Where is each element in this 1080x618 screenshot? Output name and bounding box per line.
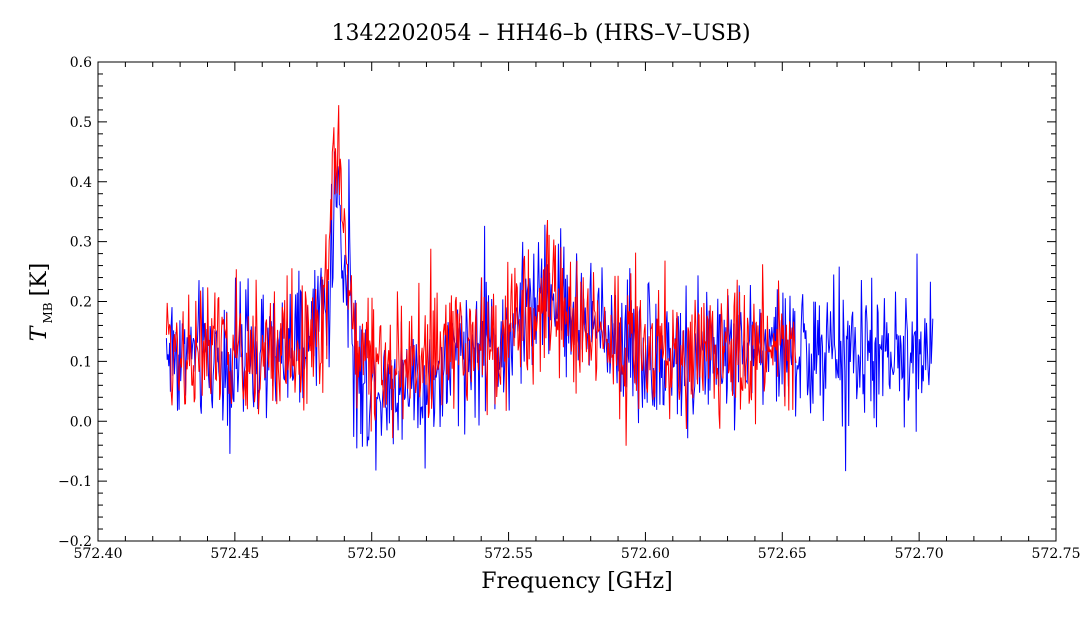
y-axis-label-sub: MB: [41, 302, 55, 323]
y-tick-label: −0.1: [58, 474, 92, 490]
y-tick-labels: −0.2 −0.1 0.0 0.1 0.2 0.3 0.4 0.5 0.6: [58, 55, 92, 550]
svg-text:TMB[K]: TMB [K]: [27, 263, 55, 341]
x-tick-label: 572.65: [758, 546, 807, 562]
y-tick-label: 0.3: [70, 235, 92, 251]
x-axis-label: Frequency [GHz]: [481, 569, 673, 594]
y-tick-label: 0.0: [70, 414, 92, 430]
y-tick-label: 0.6: [70, 55, 92, 71]
x-tick-label: 572.60: [621, 546, 670, 562]
x-tick-labels: 572.40 572.45 572.50 572.55 572.60 572.65 572.…: [74, 546, 1080, 562]
chart-title: 1342202054 – HH46–b (HRS–V–USB): [331, 21, 750, 46]
x-tick-label: 572.55: [484, 546, 533, 562]
y-axis-label: TMB [K]: [27, 263, 55, 341]
x-tick-label: 572.40: [74, 546, 123, 562]
y-axis-label-unit: [K]: [27, 263, 52, 297]
x-tick-label: 572.50: [347, 546, 396, 562]
y-tick-label: −0.2: [58, 534, 92, 550]
y-axis-label-main: T: [27, 324, 52, 341]
x-tick-label: 572.70: [895, 546, 944, 562]
y-tick-label: 0.5: [70, 115, 92, 131]
x-tick-label: 572.45: [210, 546, 259, 562]
series-layer: [165, 105, 934, 472]
ticks-layer: [97, 61, 1057, 542]
x-tick-label: 572.75: [1032, 546, 1080, 562]
y-tick-label: 0.4: [70, 175, 92, 191]
y-tick-label: 0.1: [70, 354, 92, 370]
series-line-2: [165, 105, 797, 446]
y-tick-label: 0.2: [70, 295, 92, 311]
